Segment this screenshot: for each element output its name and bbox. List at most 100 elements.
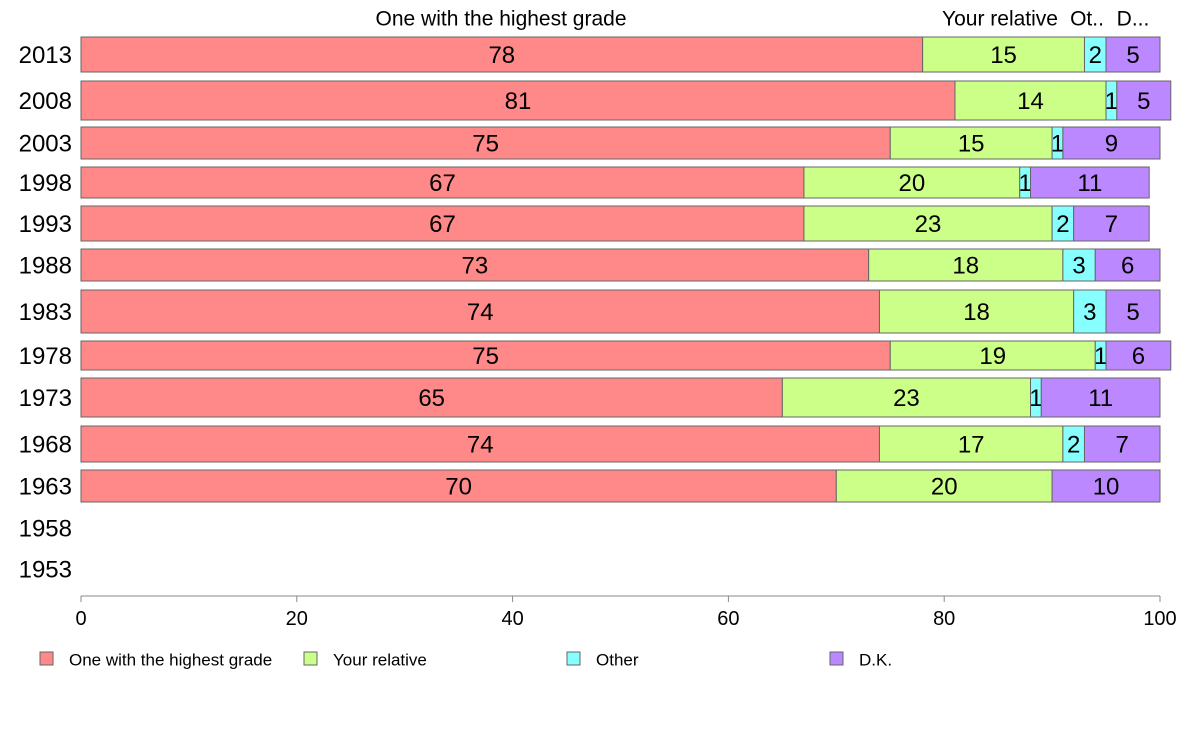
bar-value-label: 15 bbox=[990, 42, 1017, 69]
x-tick-label: 80 bbox=[933, 608, 955, 630]
bar-value-label: 67 bbox=[429, 211, 456, 238]
year-label: 1998 bbox=[19, 170, 72, 197]
bar-segment bbox=[889, 126, 1053, 160]
bar-segment bbox=[1105, 289, 1161, 334]
bar-value-label: 67 bbox=[429, 170, 456, 197]
bar-segment bbox=[80, 36, 924, 73]
bar-value-label: 19 bbox=[979, 343, 1006, 370]
bar-value-label: 81 bbox=[505, 88, 532, 115]
bar-segment bbox=[1062, 126, 1161, 160]
bar-segment bbox=[80, 469, 837, 503]
bar-segment bbox=[878, 289, 1075, 334]
bar-value-label: 1 bbox=[1105, 88, 1118, 115]
legend-swatch bbox=[829, 651, 844, 666]
bar-segment bbox=[803, 166, 1021, 199]
bar-value-label: 18 bbox=[963, 299, 990, 326]
bar-value-label: 9 bbox=[1105, 131, 1118, 158]
year-label: 1993 bbox=[19, 211, 72, 238]
bar-segment bbox=[80, 80, 956, 121]
bar-value-label: 78 bbox=[488, 42, 515, 69]
bar-segment bbox=[954, 80, 1107, 121]
year-label: 1963 bbox=[19, 474, 72, 501]
bar-segment bbox=[889, 340, 1096, 371]
bar-value-label: 3 bbox=[1083, 299, 1096, 326]
bar-value-label: 75 bbox=[472, 343, 499, 370]
bar-segment bbox=[1030, 166, 1150, 199]
legend-label: Other bbox=[596, 651, 639, 670]
bar-segment bbox=[1051, 469, 1161, 503]
bar-value-label: 73 bbox=[461, 253, 488, 280]
year-label: 1983 bbox=[19, 299, 72, 326]
bar-value-label: 75 bbox=[472, 131, 499, 158]
legend: One with the highest grade Your relative O… bbox=[39, 651, 892, 670]
bar-value-label: 74 bbox=[467, 299, 494, 326]
year-label: 2013 bbox=[19, 42, 72, 69]
header-label: D... bbox=[1117, 8, 1150, 31]
bar-segment bbox=[1094, 248, 1161, 282]
bar-value-label: 5 bbox=[1137, 88, 1150, 115]
bar-value-label: 74 bbox=[467, 432, 494, 459]
bar-value-label: 11 bbox=[1077, 170, 1102, 197]
bar-value-label: 7 bbox=[1116, 432, 1129, 459]
header-label: Your relative bbox=[942, 8, 1058, 31]
legend-swatch bbox=[566, 651, 581, 666]
bar-segment bbox=[1073, 205, 1150, 242]
bar-segment bbox=[80, 377, 783, 418]
bar-value-label: 5 bbox=[1126, 42, 1139, 69]
bar-segment bbox=[80, 340, 891, 371]
bar-segment bbox=[1105, 340, 1172, 371]
bar-segment bbox=[1040, 377, 1161, 418]
bar-value-label: 65 bbox=[418, 385, 445, 412]
year-label: 1958 bbox=[19, 516, 72, 543]
legend-swatch bbox=[303, 651, 318, 666]
bar-value-label: 14 bbox=[1017, 88, 1044, 115]
bar-segment bbox=[1105, 36, 1161, 73]
year-label: 2008 bbox=[19, 88, 72, 115]
year-label: 2003 bbox=[19, 131, 72, 158]
bar-segment bbox=[781, 377, 1032, 418]
year-labels: 2013 2008 2003 1998 1993 1988 1983 1978 1973 1968… bbox=[19, 42, 72, 584]
bar-value-label: 1 bbox=[1018, 170, 1031, 197]
column-header-labels: One with the highest grade Your relative O… bbox=[376, 8, 1150, 31]
bar-value-label: 1 bbox=[1094, 343, 1107, 370]
bar-segment bbox=[1083, 425, 1161, 463]
bar-segment bbox=[835, 469, 1053, 503]
bar-segment bbox=[80, 248, 870, 282]
bar-value-label: 20 bbox=[898, 170, 925, 197]
legend-label: Your relative bbox=[333, 651, 427, 670]
bar-segment bbox=[80, 166, 805, 199]
bar-value-label: 6 bbox=[1132, 343, 1145, 370]
bar-value-label: 20 bbox=[931, 474, 958, 501]
year-label: 1953 bbox=[19, 557, 72, 584]
bar-segment bbox=[80, 126, 891, 160]
x-tick-label: 60 bbox=[717, 608, 739, 630]
bar-value-label: 3 bbox=[1072, 253, 1085, 280]
year-label: 1968 bbox=[19, 432, 72, 459]
bar-value-label: 2 bbox=[1089, 42, 1102, 69]
bar-value-label: 2 bbox=[1056, 211, 1069, 238]
bar-value-label: 23 bbox=[893, 385, 920, 412]
x-tick-label: 0 bbox=[75, 608, 86, 630]
bar-segment bbox=[1062, 248, 1096, 282]
bar-value-label: 5 bbox=[1126, 299, 1139, 326]
bar-value-label: 15 bbox=[958, 131, 985, 158]
bar-value-label: 1 bbox=[1029, 385, 1042, 412]
year-label: 1978 bbox=[19, 343, 72, 370]
header-label: One with the highest grade bbox=[376, 8, 627, 31]
x-tick-label: 40 bbox=[501, 608, 523, 630]
year-label: 1973 bbox=[19, 385, 72, 412]
x-axis: 0 20 40 60 80 100 bbox=[75, 595, 1177, 630]
bar-segment bbox=[80, 205, 805, 242]
bar-value-label: 2 bbox=[1067, 432, 1080, 459]
bar-value-label: 23 bbox=[915, 211, 942, 238]
bar-value-label: 70 bbox=[445, 474, 472, 501]
bar-segment bbox=[80, 289, 880, 334]
bar-segment bbox=[1073, 289, 1107, 334]
x-tick-label: 20 bbox=[286, 608, 308, 630]
bar-segment bbox=[868, 248, 1064, 282]
bar-value-label: 18 bbox=[952, 253, 979, 280]
bar-segment bbox=[803, 205, 1053, 242]
bar-segment bbox=[922, 36, 1085, 73]
